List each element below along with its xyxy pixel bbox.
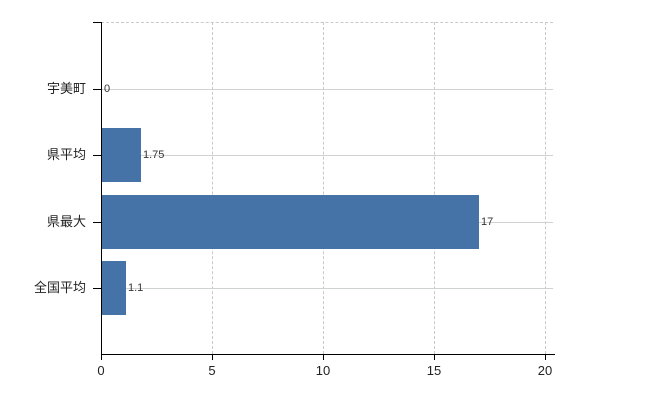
value-gridline (212, 22, 213, 354)
x-axis-tick (212, 354, 213, 360)
category-gridline (101, 89, 553, 90)
bar (102, 195, 479, 249)
x-axis-tick-label: 10 (315, 363, 331, 378)
x-axis-tick-label: 20 (537, 363, 553, 378)
value-gridline (545, 22, 546, 354)
y-axis-tick (93, 155, 101, 156)
category-label: 県最大 (46, 214, 86, 229)
x-axis-tick (434, 354, 435, 360)
category-label: 県平均 (46, 147, 86, 162)
value-label: 1.75 (143, 149, 165, 161)
x-axis-tick (545, 354, 546, 360)
category-gridline (101, 155, 553, 156)
category-gridline (101, 288, 553, 289)
x-axis-line (101, 354, 555, 355)
category-label: 全国平均 (33, 280, 86, 295)
y-axis-tick (93, 22, 101, 23)
value-gridline (434, 22, 435, 354)
x-axis-tick-label: 5 (208, 363, 216, 378)
y-axis-tick (93, 222, 101, 223)
x-axis-tick (101, 354, 102, 360)
value-label: 1.1 (128, 282, 144, 294)
value-label: 0 (104, 83, 111, 95)
bar (102, 261, 126, 315)
y-axis-line (101, 22, 102, 354)
x-axis-tick-label: 0 (97, 363, 105, 378)
value-label: 17 (481, 216, 494, 228)
category-label: 宇美町 (46, 81, 86, 96)
plot-top-gridline (101, 22, 553, 23)
x-axis-tick (323, 354, 324, 360)
bar (102, 128, 141, 182)
value-gridline (323, 22, 324, 354)
x-axis-tick-label: 15 (426, 363, 442, 378)
y-axis-tick (93, 288, 101, 289)
y-axis-tick (93, 89, 101, 90)
